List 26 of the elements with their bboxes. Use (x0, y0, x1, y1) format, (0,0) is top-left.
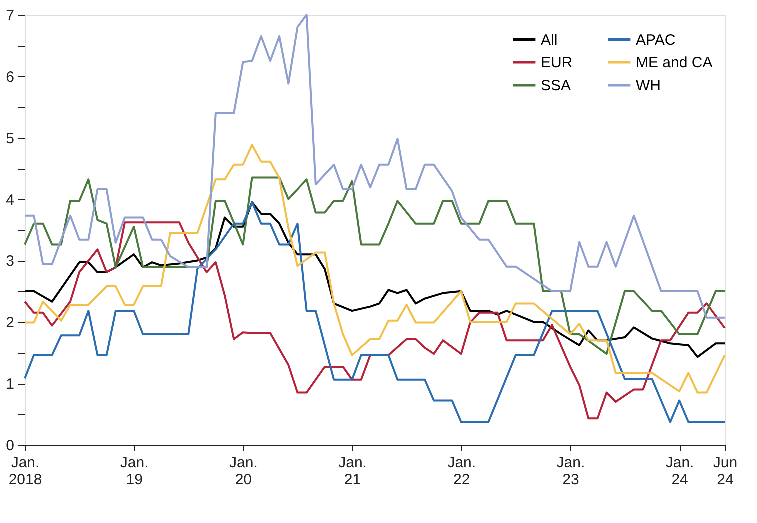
x-tick-label: Jan. 22 (448, 454, 476, 488)
x-tick-label: Jan. 23 (556, 454, 586, 488)
y-tick-label: 2 (6, 314, 14, 332)
line-series (24, 144, 726, 394)
legend-label: ME and CA (636, 54, 713, 72)
y-tick-label: 4 (6, 192, 14, 209)
line-series (24, 201, 726, 358)
y-tick-label: 7 (6, 8, 14, 24)
legend-label: SSA (541, 78, 572, 94)
x-tick-label: Jan. 24 (666, 454, 694, 488)
line-series (24, 176, 726, 356)
y-tick-label: 3 (6, 253, 14, 270)
y-tick-label: 5 (6, 130, 14, 148)
line-series (24, 14, 726, 319)
y-tick-label: 6 (6, 68, 14, 86)
y-tick-label: 1 (6, 376, 14, 394)
x-tick-label: Jan. 19 (120, 454, 149, 488)
x-tick-label: Jan. 2018 (8, 454, 42, 488)
legend-label: WH (636, 78, 661, 94)
x-tick-label: Jun 24 (713, 454, 738, 488)
legend-label: EUR (541, 54, 573, 72)
y-tick-label: 0 (6, 438, 14, 454)
x-tick-label: Jan. 20 (230, 454, 258, 488)
legend-label: APAC (636, 32, 676, 49)
x-tick-label: Jan. 21 (338, 454, 367, 488)
legend-label: All (541, 32, 558, 49)
